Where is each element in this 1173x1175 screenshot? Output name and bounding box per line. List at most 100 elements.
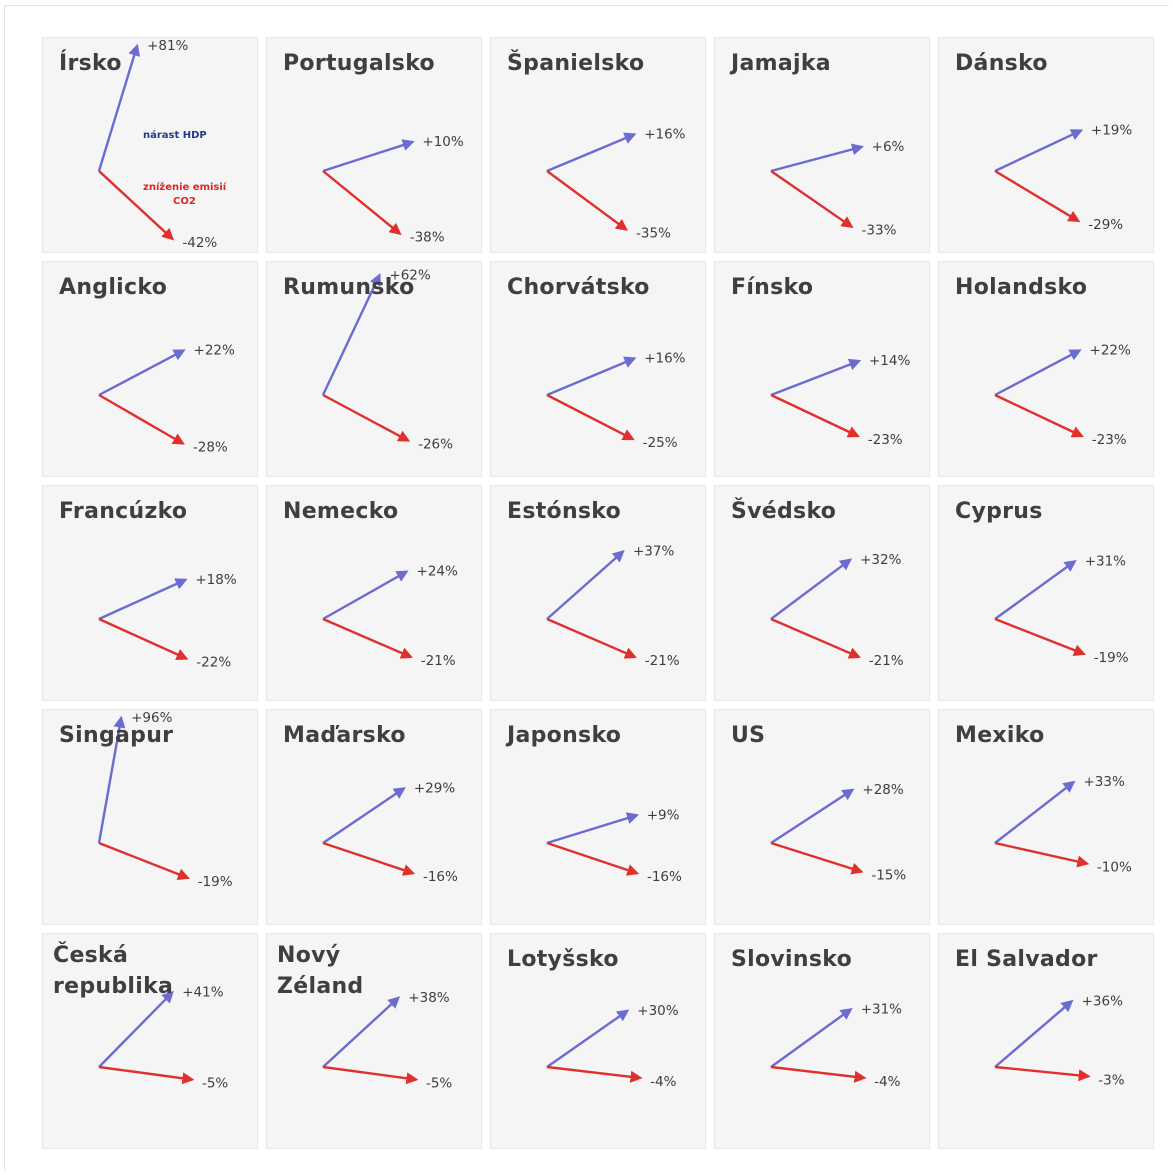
co2-arrow: [994, 169, 1081, 223]
country-name: Rumunsko: [283, 275, 415, 300]
co2-value-label: -16%: [647, 869, 682, 885]
country-name: Estónsko: [507, 499, 622, 524]
panel-vectors: +16% -35%: [546, 126, 686, 241]
country-name: Japonsko: [507, 723, 622, 748]
co2-arrow: [98, 170, 175, 241]
gdp-value-label: +32%: [860, 552, 901, 568]
gdp-arrow: [770, 358, 862, 397]
gdp-arrow: [770, 1007, 853, 1068]
gdp-arrow: [322, 787, 406, 844]
panel-vectors: +41% -5%: [98, 985, 228, 1092]
country-name: Nový Zéland: [277, 943, 364, 999]
country-panel: +38% -5% Nový Zéland: [266, 933, 482, 1149]
panel-vectors: +32% -21%: [770, 552, 904, 669]
gdp-value-label: +16%: [644, 350, 685, 366]
country-panel: +30% -4% Lotyšsko: [490, 933, 706, 1149]
co2-value-label: -26%: [418, 437, 453, 453]
country-panel: +6% -33% Jamajka: [714, 37, 930, 253]
country-panel: +41% -5% Česká republika: [42, 933, 258, 1149]
gdp-arrow: [770, 788, 855, 845]
country-name: Fínsko: [731, 275, 814, 300]
panel-vectors: +33% -10%: [994, 774, 1132, 876]
country-name: Lotyšsko: [507, 947, 619, 972]
co2-arrow: [98, 617, 189, 660]
co2-arrow: [546, 841, 640, 876]
country-name: Chorvátsko: [507, 275, 650, 300]
co2-value-label: -28%: [193, 439, 228, 455]
panel-vectors: +9% -16%: [546, 807, 682, 885]
country-name: Jamajka: [731, 51, 831, 76]
country-panel: +33% -10% Mexiko: [938, 709, 1154, 925]
gdp-value-label: +14%: [869, 353, 910, 369]
country-name: Česká republika: [53, 943, 174, 999]
country-panel: +32% -21% Švédsko: [714, 485, 930, 701]
chart-frame: [4, 5, 1169, 1171]
gdp-arrow: [98, 990, 174, 1068]
co2-value-label: -42%: [182, 235, 217, 251]
gdp-value-label: +9%: [647, 807, 680, 823]
country-name: Maďarsko: [283, 723, 406, 748]
country-panel: +96% -19% Singapur: [42, 709, 258, 925]
country-panel: +62% -26% Rumunsko: [266, 261, 482, 477]
country-panel: +31% -19% Cyprus: [938, 485, 1154, 701]
co2-value-label: -5%: [202, 1076, 228, 1092]
panel-vectors: +37% -21%: [546, 544, 680, 669]
gdp-arrow: [322, 996, 401, 1068]
country-name: Francúzko: [59, 499, 188, 524]
gdp-value-label: +36%: [1082, 993, 1123, 1009]
gdp-value-label: +30%: [637, 1003, 678, 1019]
gdp-arrow: [770, 143, 864, 173]
country-name: Švédsko: [731, 499, 837, 524]
gdp-arrow: [98, 349, 186, 397]
panel-vectors: +14% -23%: [770, 353, 910, 448]
gdp-value-label: +31%: [861, 1001, 902, 1017]
country-panel: +37% -21% Estónsko: [490, 485, 706, 701]
gdp-value-label: +10%: [422, 134, 463, 150]
country-panel: +29% -16% Maďarsko: [266, 709, 482, 925]
country-panel: +10% -38% Portugalsko: [266, 37, 482, 253]
panel-vectors: +81% -42% nárast HDP zníženie emisií CO2: [97, 38, 227, 251]
gdp-arrow: [770, 558, 853, 620]
country-panel: +31% -4% Slovinsko: [714, 933, 930, 1149]
legend-co2-label-line1: zníženie emisií: [143, 181, 227, 193]
gdp-arrow: [546, 812, 640, 845]
country-panel: +36% -3% El Salvador: [938, 933, 1154, 1149]
panel-vectors: +38% -5%: [322, 990, 452, 1092]
panel-vectors: +16% -25%: [546, 350, 686, 451]
gdp-value-label: +31%: [1085, 553, 1126, 569]
gdp-arrow: [322, 139, 415, 173]
gdp-arrow: [546, 1009, 630, 1068]
gdp-arrow: [546, 132, 637, 173]
country-name: US: [731, 723, 766, 748]
gdp-arrow: [98, 578, 188, 621]
gdp-value-label: +96%: [131, 710, 172, 726]
co2-value-label: -21%: [645, 653, 680, 669]
co2-arrow: [322, 393, 411, 442]
co2-arrow: [546, 170, 628, 231]
co2-value-label: -38%: [410, 230, 445, 246]
gdp-arrow: [994, 999, 1074, 1068]
co2-arrow: [98, 841, 190, 880]
panel-vectors: +10% -38%: [322, 134, 464, 246]
country-panel: +19% -29% Dánsko: [938, 37, 1154, 253]
gdp-value-label: +62%: [389, 267, 430, 283]
country-panel: +22% -23% Holandsko: [938, 261, 1154, 477]
panel-vectors: +36% -3%: [994, 993, 1125, 1088]
co2-arrow: [770, 170, 854, 229]
co2-value-label: -16%: [423, 869, 458, 885]
country-name: Španielsko: [507, 51, 645, 76]
co2-value-label: -21%: [869, 653, 904, 669]
panel-vectors: +22% -23%: [994, 342, 1131, 448]
country-panel: +81% -42% nárast HDP zníženie emisií CO2 Írsk…: [42, 37, 258, 253]
co2-arrow: [994, 841, 1090, 868]
co2-arrow: [322, 617, 413, 659]
gdp-arrow: [321, 273, 381, 396]
gdp-arrow: [97, 43, 141, 172]
panel-vectors: +6% -33%: [770, 139, 905, 239]
panel-vectors: +96% -19%: [97, 710, 233, 890]
co2-value-label: -23%: [1092, 432, 1127, 448]
gdp-arrow: [322, 570, 409, 621]
panel-vectors: +62% -26%: [321, 267, 453, 453]
co2-arrow: [546, 1065, 643, 1083]
gdp-arrow: [546, 550, 625, 620]
